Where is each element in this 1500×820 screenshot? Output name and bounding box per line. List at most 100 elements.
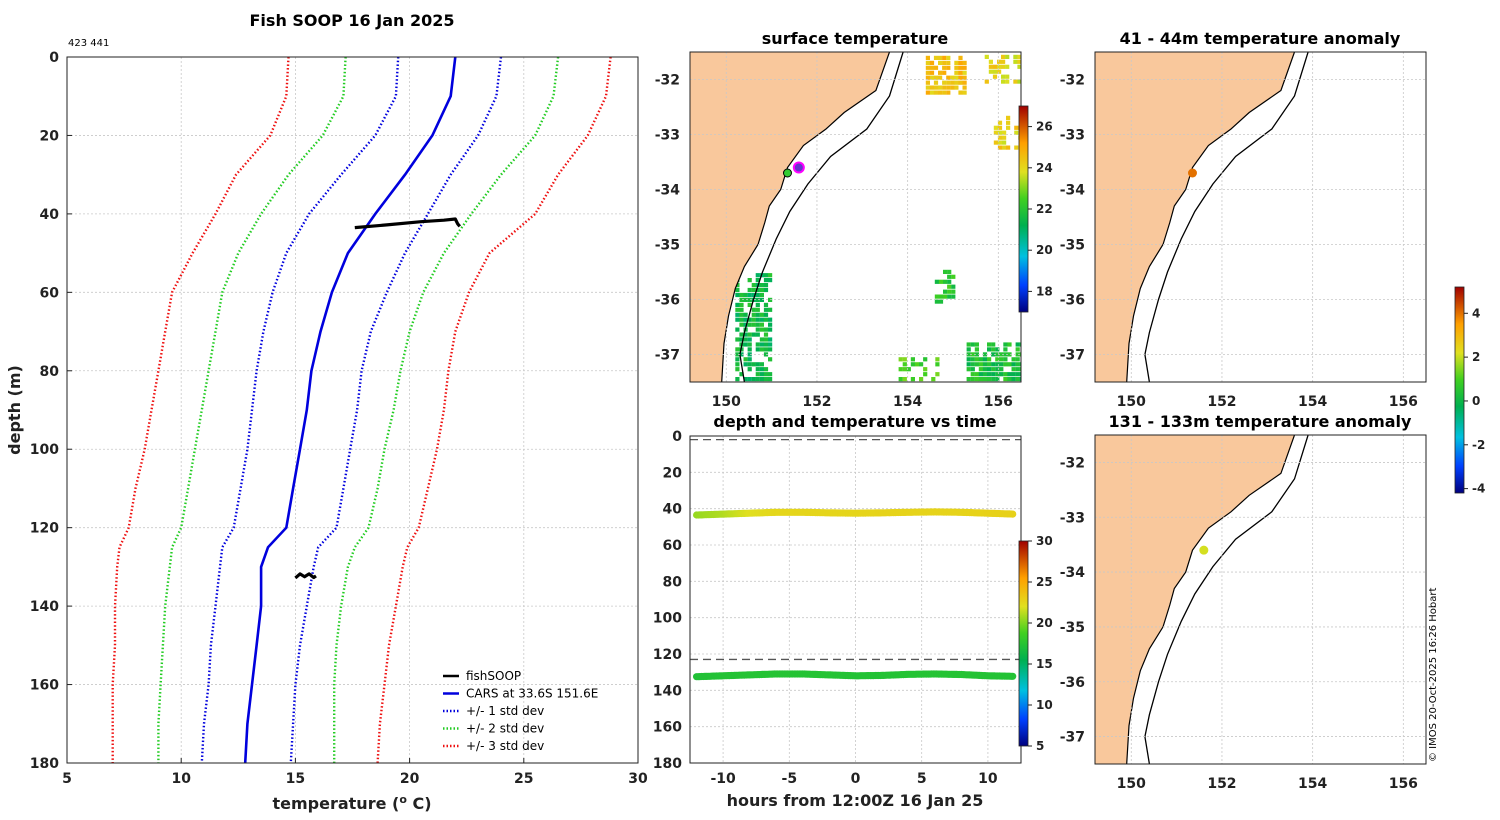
sst-pixel xyxy=(1006,120,1011,125)
profile-ytick-label: 60 xyxy=(40,285,60,301)
profile-id: 423 441 xyxy=(68,38,109,49)
sst-pixel xyxy=(763,367,769,372)
profile-series-line xyxy=(289,57,503,763)
sst-map: 150 152 154 156 -32 -33 -34 -35 -36 -37 xyxy=(655,51,1022,410)
sst-pixel xyxy=(983,382,987,386)
sst-pixel xyxy=(747,357,752,362)
sst-pixel xyxy=(954,70,959,75)
sst-pixel xyxy=(1011,377,1016,382)
sst-pixel xyxy=(759,327,764,332)
sst-pixel xyxy=(938,294,944,299)
sst-pixel xyxy=(1007,372,1012,377)
sst-pixel xyxy=(954,80,959,85)
sst-pixel xyxy=(991,377,996,382)
sst-pixel xyxy=(755,307,760,312)
sst-pixel xyxy=(974,377,979,382)
sst-pixel xyxy=(992,74,998,79)
sst-pixel xyxy=(747,287,752,293)
sst-pixel xyxy=(898,377,903,382)
sst-pixel xyxy=(987,377,992,382)
sst-pixel xyxy=(768,357,773,362)
sst-pixel xyxy=(947,274,952,279)
sst-pixel xyxy=(929,75,935,80)
sst-pixel xyxy=(751,307,756,312)
sst-pixel xyxy=(1011,362,1016,367)
sst-pixel xyxy=(1003,347,1008,352)
sst-pixel xyxy=(747,317,752,322)
sst-pixel xyxy=(933,90,939,95)
sst-pixel xyxy=(933,80,939,85)
profile-title: Fish SOOP 16 Jan 2025 xyxy=(250,11,455,30)
sst-pixel xyxy=(755,273,760,278)
sst-pixel xyxy=(735,362,740,367)
sst-pixel xyxy=(768,322,773,327)
sst-pixel xyxy=(978,372,983,377)
sst-pixel xyxy=(958,80,963,85)
sst-pixel xyxy=(931,377,936,382)
sst-pixel xyxy=(755,278,760,283)
sst-pixel xyxy=(755,327,760,332)
sst-pixel xyxy=(735,292,740,298)
sst-pixel xyxy=(1014,130,1019,135)
map-inner xyxy=(1095,52,1426,382)
sst-pixel xyxy=(974,357,979,362)
sst-pixel xyxy=(1002,135,1007,140)
profile-ytick-label: 140 xyxy=(30,599,59,615)
sst-pixel xyxy=(991,342,996,347)
sst-pixel xyxy=(914,362,920,367)
sst-pixel xyxy=(947,269,952,274)
anomaly2-map: 150 152 154 156 -32 -33 -34 -35 -36 -37 xyxy=(1060,434,1427,792)
sst-pixel xyxy=(910,357,915,362)
sst-pixel xyxy=(1017,64,1021,69)
profile-xtick-label: 20 xyxy=(400,771,420,787)
profile-series-line xyxy=(243,57,457,763)
sst-pixel xyxy=(759,342,764,347)
sst-pixel xyxy=(1019,372,1021,377)
sst-pixel xyxy=(934,294,939,299)
sst-pixel xyxy=(759,372,764,377)
sst-pixel xyxy=(999,362,1004,367)
dt-xtick-label: -10 xyxy=(710,771,736,787)
sst-pixel xyxy=(992,69,998,74)
sst-pixel xyxy=(759,312,764,317)
map-ytick-label: -34 xyxy=(1060,565,1086,581)
sst-pixel xyxy=(902,367,907,372)
sst-pixel xyxy=(755,362,760,367)
sst-pixel xyxy=(997,64,1002,69)
sst-pixel xyxy=(1005,54,1010,59)
dt-colorbar-tick-label: 25 xyxy=(1036,575,1053,589)
sst-pixel xyxy=(735,367,740,372)
sst-pixel xyxy=(1011,367,1016,372)
sst-pixel xyxy=(768,278,773,283)
sst-pixel xyxy=(747,322,752,327)
anomaly-point xyxy=(1187,168,1197,178)
dt-ytick-label: 60 xyxy=(663,538,683,554)
sst-pixel xyxy=(995,347,1000,352)
sst-pixel xyxy=(987,342,992,347)
map-ytick-label: -37 xyxy=(655,348,680,364)
sst-pixel xyxy=(929,65,935,70)
sst-pixel xyxy=(739,312,744,317)
profile-xtick-label: 30 xyxy=(628,771,648,787)
sst-pixel xyxy=(974,347,979,352)
shelf-contour xyxy=(1144,435,1309,764)
sst-pixel xyxy=(988,64,993,69)
sst-pixel xyxy=(1015,377,1020,382)
profile-series-line xyxy=(200,57,400,763)
sst-pixel xyxy=(755,322,760,327)
sst-pixel xyxy=(1015,352,1020,357)
map-xtick-label: 154 xyxy=(893,394,922,410)
dt-ytick-label: 100 xyxy=(653,611,682,627)
anomaly-colorbar-tick-label: 0 xyxy=(1472,394,1480,408)
sst-pixel xyxy=(1005,79,1010,84)
sst-pixel xyxy=(902,357,907,362)
sst-pixel xyxy=(929,70,935,75)
sst-pixel xyxy=(768,327,773,332)
sst-pixel xyxy=(978,367,983,372)
sst-pixel xyxy=(942,65,947,70)
sst-pixel xyxy=(1006,125,1011,130)
dt-colorbar-tick-label: 10 xyxy=(1036,698,1053,712)
dt-colorbar-tick-label: 30 xyxy=(1036,534,1053,548)
sst-pixel xyxy=(1001,64,1006,69)
